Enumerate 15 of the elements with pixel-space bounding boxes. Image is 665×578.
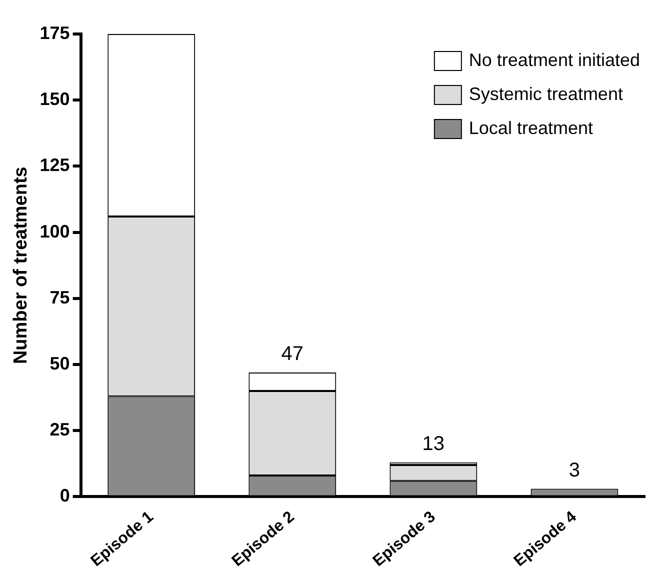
total-label: 3 — [568, 459, 580, 482]
legend-label: No treatment initiated — [468, 50, 640, 70]
y-tick-label: 150 — [40, 89, 70, 110]
y-tick-label: 25 — [50, 420, 70, 440]
total-label: 13 — [422, 432, 445, 455]
y-tick-label: 0 — [60, 486, 70, 506]
y-tick-label: 175 — [40, 22, 70, 43]
y-tick-label: 100 — [40, 221, 70, 242]
total-label: 47 — [281, 342, 304, 365]
y-tick-label: 50 — [50, 353, 70, 374]
y-axis-title: Number of treatments — [10, 166, 32, 364]
y-tick-label: 125 — [40, 155, 70, 176]
legend-label: Local treatment — [468, 118, 593, 138]
legend-label: Systemic treatment — [468, 84, 623, 104]
y-tick-label: 75 — [50, 287, 70, 308]
